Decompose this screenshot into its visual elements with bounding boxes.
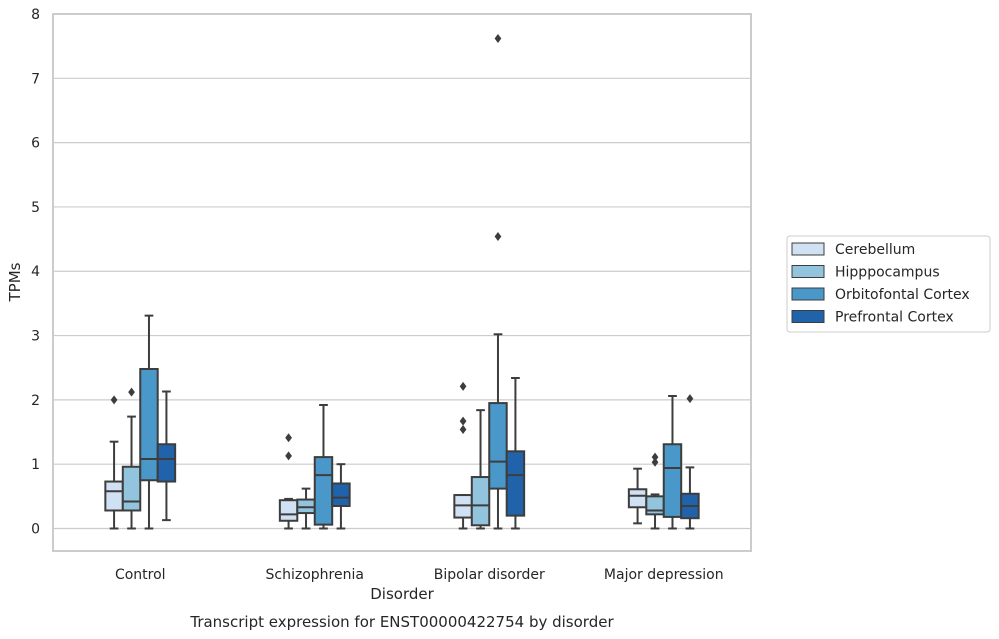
box-hipppocampus	[121, 387, 142, 530]
legend: Cerebellum Hipppocampus Orbitofontal Corte…	[786, 235, 991, 333]
outlier-point	[459, 416, 467, 426]
x-tick-label: Schizophrenia	[266, 567, 364, 583]
outlier-point	[651, 457, 659, 467]
y-tick-label: 7	[31, 71, 40, 87]
x-tick-label: Control	[115, 567, 166, 583]
y-tick-label: 2	[31, 393, 40, 409]
box-orbitofontal-cortex	[488, 33, 508, 530]
legend-frame	[786, 235, 991, 333]
box-hipppocampus	[645, 452, 665, 530]
box-cerebellum	[104, 395, 124, 530]
x-tick-label: Bipolar disorder	[434, 567, 545, 583]
outlier-point	[110, 395, 118, 405]
legend-label: Orbitofontal Cortex	[835, 287, 970, 303]
chart-caption: Transcript expression for ENST0000042275…	[189, 613, 614, 631]
box-iqr	[313, 456, 334, 526]
plot-frame	[52, 13, 752, 552]
box-prefrontal-cortex	[680, 394, 700, 530]
y-tick-label: 5	[31, 200, 40, 216]
outlier-point	[285, 451, 292, 461]
box-iqr	[278, 499, 299, 522]
box-hipppocampus	[470, 409, 491, 530]
x-axis-label: Disorder	[370, 585, 434, 603]
legend-label: Hipppocampus	[835, 265, 940, 281]
boxes	[104, 33, 700, 530]
box-iqr	[662, 443, 683, 518]
box-cerebellum	[278, 433, 299, 530]
box-prefrontal-cortex	[156, 390, 177, 522]
outlier-point	[128, 387, 135, 397]
outlier-point	[459, 381, 467, 391]
legend-item: Orbitofontal Cortex	[791, 287, 970, 303]
box-iqr	[331, 482, 351, 507]
box-iqr	[121, 465, 142, 512]
box-iqr	[470, 476, 491, 527]
outlier-point	[285, 433, 292, 443]
box-hipppocampus	[296, 487, 316, 530]
outlier-point	[686, 394, 694, 404]
box-orbitofontal-cortex	[139, 314, 159, 530]
box-iqr	[645, 495, 665, 516]
legend-item: Cerebellum	[791, 242, 915, 258]
y-tick-label: 8	[31, 7, 40, 23]
legend-label: Prefrontal Cortex	[835, 310, 954, 326]
y-tick-labels: 0 1 2 3 4 5 6 7 8	[31, 7, 40, 537]
y-tick-label: 6	[31, 136, 40, 152]
box-iqr	[505, 450, 526, 517]
y-tick-label: 0	[31, 521, 40, 537]
box-iqr	[104, 480, 124, 512]
box-orbitofontal-cortex	[313, 404, 334, 530]
legend-label: Cerebellum	[835, 242, 915, 258]
box-cerebellum	[453, 381, 473, 530]
y-axis-label: TPMs	[6, 262, 24, 302]
y-tick-label: 1	[31, 457, 40, 473]
box-iqr	[156, 443, 177, 483]
y-tick-label: 3	[31, 329, 40, 345]
legend-item: Prefrontal Cortex	[791, 310, 954, 326]
box-iqr	[139, 367, 159, 482]
legend-item: Hipppocampus	[791, 265, 940, 281]
outlier-point	[651, 452, 659, 462]
box-orbitofontal-cortex	[662, 395, 683, 530]
outlier-point	[494, 33, 502, 43]
legend-swatch	[791, 265, 825, 278]
x-tick-label: Major depression	[604, 567, 724, 583]
legend-swatch	[791, 310, 825, 323]
outlier-point	[494, 232, 502, 242]
box-iqr	[488, 402, 508, 490]
box-iqr	[627, 488, 648, 509]
y-tick-label: 4	[31, 264, 40, 280]
box-prefrontal-cortex	[331, 463, 351, 530]
outlier-point	[459, 424, 467, 434]
legend-swatch	[791, 287, 825, 301]
box-cerebellum	[627, 467, 648, 525]
box-prefrontal-cortex	[505, 377, 526, 530]
x-tick-labels: Control Schizophrenia Bipolar disorder Majo…	[115, 567, 724, 583]
legend-swatch	[791, 242, 825, 256]
